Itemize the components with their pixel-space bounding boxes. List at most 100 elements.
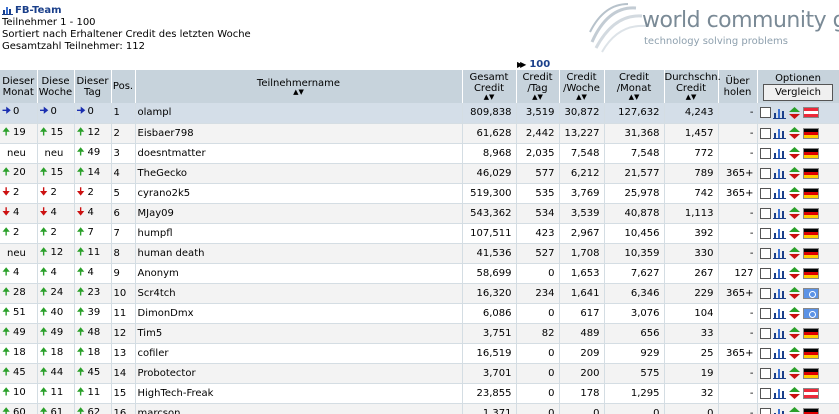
sort-arrows-icon[interactable]: ▲▼ (293, 87, 304, 96)
stats-chart-icon[interactable] (772, 207, 786, 219)
stats-chart-icon[interactable] (772, 147, 786, 159)
compare-checkbox[interactable] (759, 307, 771, 319)
change-month-value: 51 (13, 306, 26, 318)
compare-checkbox[interactable] (759, 387, 771, 399)
compare-checkbox[interactable] (759, 107, 771, 119)
trend-arrows-icon[interactable] (788, 327, 801, 339)
stats-chart-icon[interactable] (772, 127, 786, 139)
participant-name[interactable]: TheGecko (135, 163, 463, 184)
participant-name[interactable]: HighTech-Freak (135, 383, 463, 404)
trend-arrows-icon[interactable] (788, 307, 801, 319)
col-credit-woche[interactable]: Credit /Woche ▲▼ (559, 70, 605, 103)
stats-chart-icon[interactable] (772, 167, 786, 179)
austria-flag-icon (802, 387, 819, 399)
sort-arrows-icon[interactable]: ▲▼ (532, 93, 543, 101)
participant-name[interactable]: DimonDmx (135, 303, 463, 324)
participant-name[interactable]: Tim5 (135, 323, 463, 344)
participant-name[interactable]: olampl (135, 103, 463, 124)
position: 13 (111, 343, 136, 364)
stats-chart-icon[interactable] (772, 367, 786, 379)
sort-arrows-icon[interactable]: ▲▼ (576, 93, 587, 101)
trend-arrows-icon[interactable] (788, 106, 801, 119)
compare-checkbox[interactable] (759, 267, 771, 279)
trend-arrows-icon[interactable] (788, 367, 801, 379)
compare-checkbox[interactable] (759, 247, 771, 259)
trend-arrows-icon[interactable] (788, 147, 801, 159)
change-week-value: 2 (50, 186, 57, 198)
stats-chart-icon[interactable] (772, 227, 786, 239)
col-teilnehmername[interactable]: Teilnehmername ▲▼ (135, 70, 463, 103)
stats-chart-icon[interactable] (773, 407, 786, 414)
trend-arrows-icon[interactable] (788, 167, 801, 179)
col-gesamt-credit[interactable]: Gesamt Credit ▲▼ (462, 70, 517, 103)
stats-chart-icon[interactable] (772, 247, 786, 259)
col-diese-woche[interactable]: Diese Woche (37, 70, 75, 103)
trend-arrows-icon[interactable] (788, 267, 801, 279)
sort-arrows-icon[interactable]: ▲▼ (483, 93, 495, 101)
col-ueberholen[interactable]: Über holen (718, 70, 758, 103)
participant-name[interactable]: Eisbaer798 (135, 123, 463, 144)
arrow-up-icon: 🠉 (39, 286, 48, 298)
participant-name[interactable]: doesntmatter (135, 143, 463, 164)
overtake: 365+ (718, 183, 758, 204)
compare-checkbox[interactable] (759, 167, 771, 179)
stats-chart-icon[interactable] (772, 287, 786, 299)
stats-chart-icon[interactable] (772, 107, 786, 119)
trend-arrows-icon[interactable] (788, 207, 801, 219)
un-flag-icon (802, 307, 819, 319)
stats-chart-icon[interactable] (772, 347, 786, 359)
col-credit-tag[interactable]: Credit /Tag ▲▼ (516, 70, 560, 103)
trend-arrows-icon[interactable] (788, 387, 801, 399)
participant-name[interactable]: marcson (135, 403, 463, 414)
total-credit: 23,855 (462, 383, 517, 404)
avg-credit: 19 (664, 363, 719, 384)
col-durchschn-credit[interactable]: Durchschn. Credit ▲▼ (664, 70, 721, 103)
compare-checkbox[interactable] (759, 287, 771, 299)
fast-forward-icon[interactable]: ▶▶ (517, 59, 526, 69)
stats-chart-icon[interactable] (772, 327, 786, 339)
total-credit: 3,701 (462, 363, 517, 384)
participant-name[interactable]: Scr4tch (135, 283, 463, 304)
compare-checkbox[interactable] (759, 347, 771, 359)
trend-arrows-icon[interactable] (788, 227, 801, 239)
stats-chart-icon[interactable] (772, 307, 786, 319)
participant-name[interactable]: MJay09 (135, 203, 463, 224)
sort-arrows-icon[interactable]: ▲▼ (628, 93, 640, 101)
compare-checkbox[interactable] (759, 127, 771, 139)
arrow-up-icon: 🠉 (39, 326, 48, 338)
stats-chart-icon[interactable] (772, 267, 786, 279)
participant-name[interactable]: Anonym (135, 263, 463, 284)
change-week: 🠋 4 (37, 203, 75, 224)
compare-checkbox[interactable] (759, 327, 771, 339)
compare-checkbox[interactable] (759, 367, 771, 379)
compare-checkbox[interactable] (759, 147, 771, 159)
next-page-link[interactable]: 100 (529, 58, 551, 70)
trend-arrows-icon[interactable] (788, 127, 801, 139)
trend-arrows-icon[interactable] (788, 407, 801, 414)
trend-arrows-icon[interactable] (788, 287, 801, 299)
stats-chart-icon[interactable] (772, 387, 786, 399)
vergleich-button[interactable]: Vergleich (763, 83, 833, 101)
participant-name[interactable]: cyrano2k5 (135, 183, 463, 204)
participant-name[interactable]: Probotector (135, 363, 463, 384)
change-month: 🠉 4 (0, 263, 38, 284)
compare-checkbox[interactable] (759, 407, 771, 414)
participant-name[interactable]: cofiler (135, 343, 463, 364)
trend-arrows-icon[interactable] (788, 347, 801, 359)
team-name[interactable]: FB-Team (15, 4, 62, 16)
col-dieser-monat[interactable]: Dieser Monat (0, 70, 38, 103)
change-day: 🠉 62 (74, 403, 112, 414)
participant-name[interactable]: human death (135, 243, 463, 264)
trend-arrows-icon[interactable] (788, 247, 801, 259)
stats-chart-icon[interactable] (772, 187, 786, 199)
credit-day: 2,442 (516, 123, 560, 144)
trend-arrows-icon[interactable] (788, 187, 801, 199)
compare-checkbox[interactable] (759, 187, 771, 199)
col-credit-monat[interactable]: Credit /Monat ▲▼ (604, 70, 665, 103)
sort-arrows-icon[interactable]: ▲▼ (685, 93, 697, 101)
col-pos[interactable]: Pos. (111, 70, 136, 103)
compare-checkbox[interactable] (759, 227, 771, 239)
compare-checkbox[interactable] (759, 207, 771, 219)
participant-name[interactable]: humpfl (135, 223, 463, 244)
col-dieser-tag[interactable]: Dieser Tag (74, 70, 112, 103)
